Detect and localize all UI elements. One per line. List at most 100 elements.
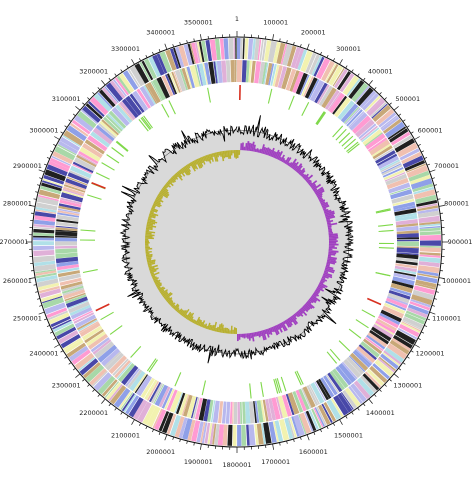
trna-feature	[317, 112, 326, 124]
trna-feature	[169, 101, 176, 115]
position-label: 700001	[434, 162, 459, 170]
gc-skew-negative	[237, 150, 239, 158]
scale-tick	[139, 423, 141, 426]
scale-tick	[109, 78, 111, 80]
position-label: 100001	[263, 19, 288, 27]
scale-tick	[418, 338, 421, 340]
scale-tick	[44, 319, 47, 320]
scale-tick	[159, 49, 160, 52]
scale-tick	[432, 305, 435, 306]
scale-tick	[421, 332, 424, 333]
position-label: 1	[235, 15, 239, 23]
scale-tick	[132, 59, 135, 64]
position-label: 800001	[444, 200, 469, 208]
scale-tick	[427, 319, 430, 320]
position-label: 1200001	[416, 350, 445, 358]
gene-reverse	[232, 402, 234, 424]
gc-skew-positive	[242, 334, 244, 338]
position-label: 1800001	[223, 461, 252, 469]
gene-reverse	[55, 241, 77, 245]
gene-reverse	[55, 246, 77, 249]
scale-tick	[307, 435, 309, 441]
gc-skew-negative	[232, 330, 234, 334]
scale-tick	[61, 132, 64, 134]
trna-feature	[261, 382, 264, 397]
trna-feature	[142, 117, 151, 129]
trna-feature	[268, 89, 271, 104]
scale-tick	[385, 98, 387, 100]
scale-tick	[273, 34, 274, 40]
gene-reverse	[397, 242, 419, 247]
trna-feature	[250, 383, 251, 398]
trna-feature	[116, 142, 128, 152]
trna-feature	[362, 310, 375, 317]
gc-skew-negative	[145, 242, 150, 244]
gene-forward	[420, 231, 441, 235]
scale-tick	[54, 345, 59, 348]
scale-tick	[411, 132, 414, 134]
scale-tick	[73, 368, 75, 370]
trna-feature	[376, 273, 391, 276]
gc-skew-positive	[237, 334, 239, 341]
position-label: 1300001	[393, 382, 422, 390]
gc-skew-positive	[329, 239, 337, 241]
trna-feature	[87, 195, 101, 200]
position-label: 1500001	[334, 431, 363, 439]
trna-feature	[339, 341, 350, 351]
gc-skew-positive	[239, 334, 241, 340]
scale-tick	[98, 394, 100, 396]
trna-feature	[102, 163, 115, 171]
scale-tick	[320, 52, 321, 55]
scale-tick	[127, 416, 129, 419]
scale-tick	[346, 416, 348, 419]
trna-feature	[208, 88, 211, 103]
scale-tick	[34, 285, 37, 286]
gene-reverse	[234, 402, 237, 424]
gene-reverse	[237, 402, 240, 424]
position-label: 3100001	[52, 95, 81, 103]
gene-reverse	[230, 60, 234, 82]
gene-forward	[243, 38, 245, 59]
scale-tick	[39, 178, 42, 179]
trna-feature	[339, 133, 350, 143]
scale-tick	[109, 404, 111, 406]
scale-tick	[180, 42, 181, 45]
scale-tick	[180, 439, 181, 442]
scale-tick	[165, 44, 167, 50]
trna-feature	[302, 102, 309, 115]
gene-forward	[237, 425, 241, 446]
gc-skew-positive	[243, 147, 245, 151]
scale-tick	[385, 384, 387, 386]
scale-tick	[75, 106, 80, 110]
scale-tick	[280, 39, 281, 42]
scale-tick	[394, 106, 399, 110]
gc-skew-positive	[329, 242, 336, 244]
scale-tick	[346, 66, 348, 69]
scale-tick	[287, 441, 288, 444]
scale-tick	[438, 199, 441, 200]
trna-feature	[81, 230, 96, 231]
scale-tick	[389, 103, 391, 105]
gc-skew-negative	[232, 150, 234, 153]
scale-tick	[39, 305, 42, 306]
scale-tick	[314, 49, 315, 52]
gc-skew-positive	[329, 248, 333, 250]
scale-tick	[379, 390, 381, 392]
trna-feature	[316, 112, 324, 125]
trna-feature	[175, 372, 181, 386]
trna-feature	[316, 112, 324, 124]
gene-reverse	[237, 60, 242, 82]
scale-tick	[39, 170, 45, 172]
scale-tick	[87, 98, 89, 100]
gene-forward	[245, 38, 249, 59]
trna-feature	[96, 173, 110, 180]
trna-feature	[342, 136, 353, 146]
gene-forward	[235, 38, 237, 59]
trna-feature	[289, 96, 295, 110]
scale-tick	[411, 351, 414, 353]
scale-tick	[403, 363, 406, 365]
scale-tick	[194, 443, 195, 446]
scale-tick	[333, 423, 335, 426]
gc-skew-negative	[235, 150, 237, 159]
